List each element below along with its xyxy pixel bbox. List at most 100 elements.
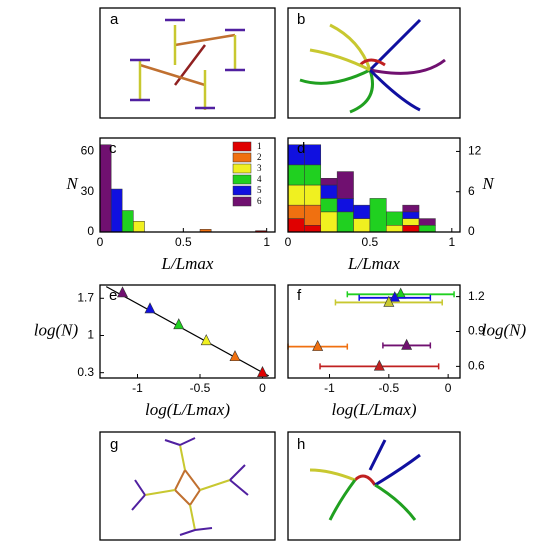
plot-frame (287, 284, 461, 379)
bar (402, 218, 420, 226)
bar (133, 221, 145, 233)
tree-drawing (130, 18, 245, 110)
panel-a: a (99, 7, 276, 119)
bar (386, 225, 403, 233)
bar (320, 211, 338, 233)
plot-frame (287, 137, 461, 233)
marker (257, 366, 268, 377)
bar (121, 210, 134, 233)
y-tick-label: 0.6 (468, 359, 485, 373)
x-tick-label: -0.5 (190, 381, 211, 395)
bar (402, 204, 420, 213)
marker (173, 318, 185, 330)
bar (369, 198, 387, 233)
bar (287, 184, 305, 206)
y-axis-label: N (65, 174, 79, 193)
bar (110, 188, 123, 233)
panel-label: b (297, 11, 305, 28)
chart-panel: -1 -0.5 0 0.6 0.9 1.2 log(L/Lmax) log(N) f (287, 284, 527, 419)
legend-label: 1 (257, 141, 262, 151)
y-tick-label: 1 (87, 328, 94, 342)
panel-label: g (110, 436, 118, 453)
plot-frame (99, 137, 276, 233)
bar (353, 218, 371, 233)
y-tick-label: 0.3 (77, 365, 94, 379)
legend-label: 4 (257, 174, 262, 184)
bar (304, 204, 322, 226)
y-tick-label: 30 (81, 184, 95, 198)
bar (304, 144, 322, 166)
legend-swatch (232, 196, 252, 207)
y-tick-label: 60 (81, 144, 95, 158)
x-tick-label: -1 (132, 381, 143, 395)
bar (402, 211, 420, 219)
y-axis-label: N (481, 174, 495, 193)
panel-frame (287, 431, 461, 541)
legend-label: 6 (257, 196, 262, 206)
bar (320, 198, 338, 213)
bar (304, 184, 322, 206)
panel-g: g (99, 431, 276, 541)
x-axis-label: L/Lmax (161, 254, 214, 273)
x-axis-label: log(L/Lmax) (332, 400, 417, 419)
x-tick-label: 1 (448, 235, 455, 249)
legend-swatch (232, 174, 252, 185)
x-tick-label: 0.5 (175, 235, 192, 249)
bar (418, 225, 436, 233)
bar (336, 198, 354, 213)
bar (353, 204, 371, 219)
panel-frame (99, 7, 276, 119)
x-tick-label: 0.5 (362, 235, 379, 249)
legend-swatch (232, 141, 252, 152)
y-axis-label: log(N) (34, 320, 79, 339)
x-axis-label: L/Lmax (347, 254, 400, 273)
y-tick-label: 12 (468, 144, 482, 158)
x-tick-label: 0 (259, 381, 266, 395)
x-tick-label: 1 (263, 235, 270, 249)
bar (287, 218, 305, 233)
y-tick-label: 6 (468, 184, 475, 198)
bar (336, 171, 354, 199)
bar (386, 211, 403, 226)
panel-label: e (109, 287, 117, 304)
panel-label: d (297, 140, 305, 157)
trend-line (105, 286, 270, 377)
legend-label: 5 (257, 185, 262, 195)
tree-drawing (131, 437, 249, 536)
x-tick-label: -1 (324, 381, 335, 395)
panel-h: h (287, 431, 461, 541)
x-tick-label: 0 (445, 381, 452, 395)
marker (229, 350, 241, 362)
panel-label: h (297, 436, 305, 453)
tree-drawing (309, 439, 421, 521)
marker (373, 359, 385, 371)
panel-label: f (297, 287, 302, 304)
legend-label: 3 (257, 163, 262, 173)
marker (312, 339, 324, 351)
bar (287, 164, 305, 186)
chart-panel: -1 -0.5 0 0.3 1 1.7 log(L/Lmax) log(N) e (34, 284, 276, 419)
marker (200, 334, 212, 346)
y-tick-label: 1.7 (77, 290, 94, 304)
panel-b: b (287, 7, 461, 119)
bar (287, 204, 305, 219)
x-tick-label: -0.5 (378, 381, 399, 395)
bar (402, 225, 420, 233)
y-tick-label: 1.2 (468, 289, 485, 303)
tree-drawing (299, 18, 446, 114)
bar (336, 211, 354, 233)
bar (418, 218, 436, 226)
x-axis-label: log(L/Lmax) (145, 400, 230, 419)
bar (304, 164, 322, 186)
bar (320, 178, 338, 186)
marker (401, 338, 413, 350)
y-tick-label: 0 (468, 224, 475, 238)
legend-swatch (232, 185, 252, 196)
marker (117, 286, 128, 298)
panel-label: c (109, 140, 117, 157)
plot-frame (99, 284, 276, 379)
marker (144, 302, 156, 314)
